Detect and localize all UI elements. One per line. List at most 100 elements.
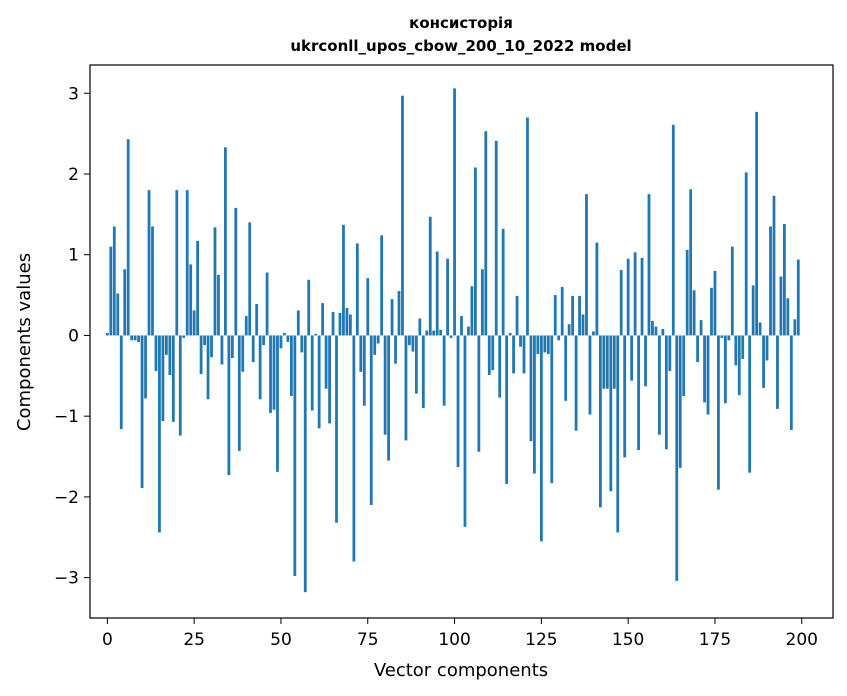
bar-124 <box>536 335 540 355</box>
x-tick-label: 75 <box>357 630 379 650</box>
bar-91 <box>421 335 425 409</box>
bar-190 <box>765 335 769 361</box>
bar-174 <box>710 287 713 336</box>
bar-3 <box>116 293 120 336</box>
bar-104 <box>467 326 470 336</box>
bar-10 <box>140 335 144 489</box>
bar-134 <box>571 295 574 336</box>
bar-48 <box>272 335 276 410</box>
bar-49 <box>276 335 279 472</box>
bar-158 <box>654 326 658 336</box>
bar-51 <box>283 333 286 336</box>
bar-153 <box>637 335 640 451</box>
bar-89 <box>414 335 418 394</box>
bar-175 <box>713 270 717 336</box>
bar-73 <box>359 335 363 372</box>
bar-154 <box>640 257 644 336</box>
bar-112 <box>494 140 498 336</box>
bar-90 <box>418 318 422 336</box>
x-tick-label: 150 <box>612 630 644 650</box>
bar-173 <box>706 335 710 415</box>
bar-83 <box>394 335 397 364</box>
bar-98 <box>446 258 449 336</box>
bar-199 <box>796 259 800 336</box>
x-tick-label: 125 <box>525 630 557 650</box>
bar-68 <box>342 224 345 336</box>
bar-54 <box>293 335 297 577</box>
bar-102 <box>460 316 463 336</box>
bar-84 <box>397 291 401 336</box>
bar-189 <box>762 335 765 388</box>
bar-113 <box>498 335 502 398</box>
bar-94 <box>432 330 436 336</box>
bar-72 <box>355 243 359 336</box>
bar-138 <box>585 194 588 336</box>
bar-39 <box>241 335 245 372</box>
bar-40 <box>244 316 248 336</box>
bar-93 <box>428 216 432 336</box>
bar-56 <box>300 335 304 353</box>
bar-67 <box>338 312 342 336</box>
bar-118 <box>515 295 519 336</box>
bar-27 <box>199 335 203 375</box>
bar-140 <box>592 331 595 336</box>
bar-195 <box>783 224 786 336</box>
x-axis-label: Vector components <box>374 660 548 681</box>
bar-172 <box>703 335 706 403</box>
bar-143 <box>602 335 606 389</box>
bar-178 <box>723 335 727 404</box>
bar-198 <box>793 319 797 336</box>
bar-193 <box>776 335 779 409</box>
bar-97 <box>442 335 446 406</box>
bar-105 <box>470 286 474 336</box>
bar-115 <box>505 335 509 484</box>
x-tick-label: 200 <box>786 630 818 650</box>
bar-0 <box>105 333 109 336</box>
bar-163 <box>671 124 675 336</box>
bar-135 <box>574 335 578 431</box>
bar-137 <box>581 314 585 336</box>
bar-63 <box>324 335 328 389</box>
bar-167 <box>685 249 689 336</box>
bar-77 <box>373 335 377 355</box>
bar-197 <box>789 335 793 430</box>
bar-164 <box>675 335 679 581</box>
bar-36 <box>230 335 234 359</box>
bar-34 <box>224 147 227 336</box>
bar-103 <box>463 335 467 527</box>
bar-14 <box>154 335 158 371</box>
bar-145 <box>609 335 613 492</box>
bar-8 <box>133 335 137 341</box>
bar-188 <box>758 322 762 336</box>
bar-156 <box>647 194 651 336</box>
bar-162 <box>668 335 672 371</box>
bar-133 <box>567 324 571 336</box>
bar-26 <box>196 240 200 336</box>
bar-31 <box>213 227 217 336</box>
bar-61 <box>317 335 321 429</box>
y-tick-label: −3 <box>54 569 79 589</box>
bar-28 <box>203 335 206 346</box>
bar-76 <box>369 335 373 505</box>
bar-169 <box>692 290 696 336</box>
bar-15 <box>158 335 161 533</box>
bar-69 <box>345 308 349 336</box>
bar-21 <box>178 335 182 436</box>
bar-62 <box>321 303 325 336</box>
bar-176 <box>717 335 720 490</box>
bar-59 <box>310 335 314 411</box>
x-tick-label: 0 <box>102 630 113 650</box>
bar-109 <box>484 131 488 336</box>
y-tick-label: 2 <box>68 165 79 185</box>
bar-86 <box>404 335 408 441</box>
bar-111 <box>491 335 495 371</box>
bar-96 <box>439 329 443 336</box>
y-tick-label: 3 <box>68 84 79 104</box>
bar-42 <box>251 335 255 363</box>
x-tick-label: 50 <box>270 630 292 650</box>
bar-168 <box>689 189 693 336</box>
bar-122 <box>529 335 533 442</box>
bar-121 <box>526 117 529 336</box>
x-axis-ticks: 0 25 50 75 100 125 150 175 200 <box>102 618 818 650</box>
